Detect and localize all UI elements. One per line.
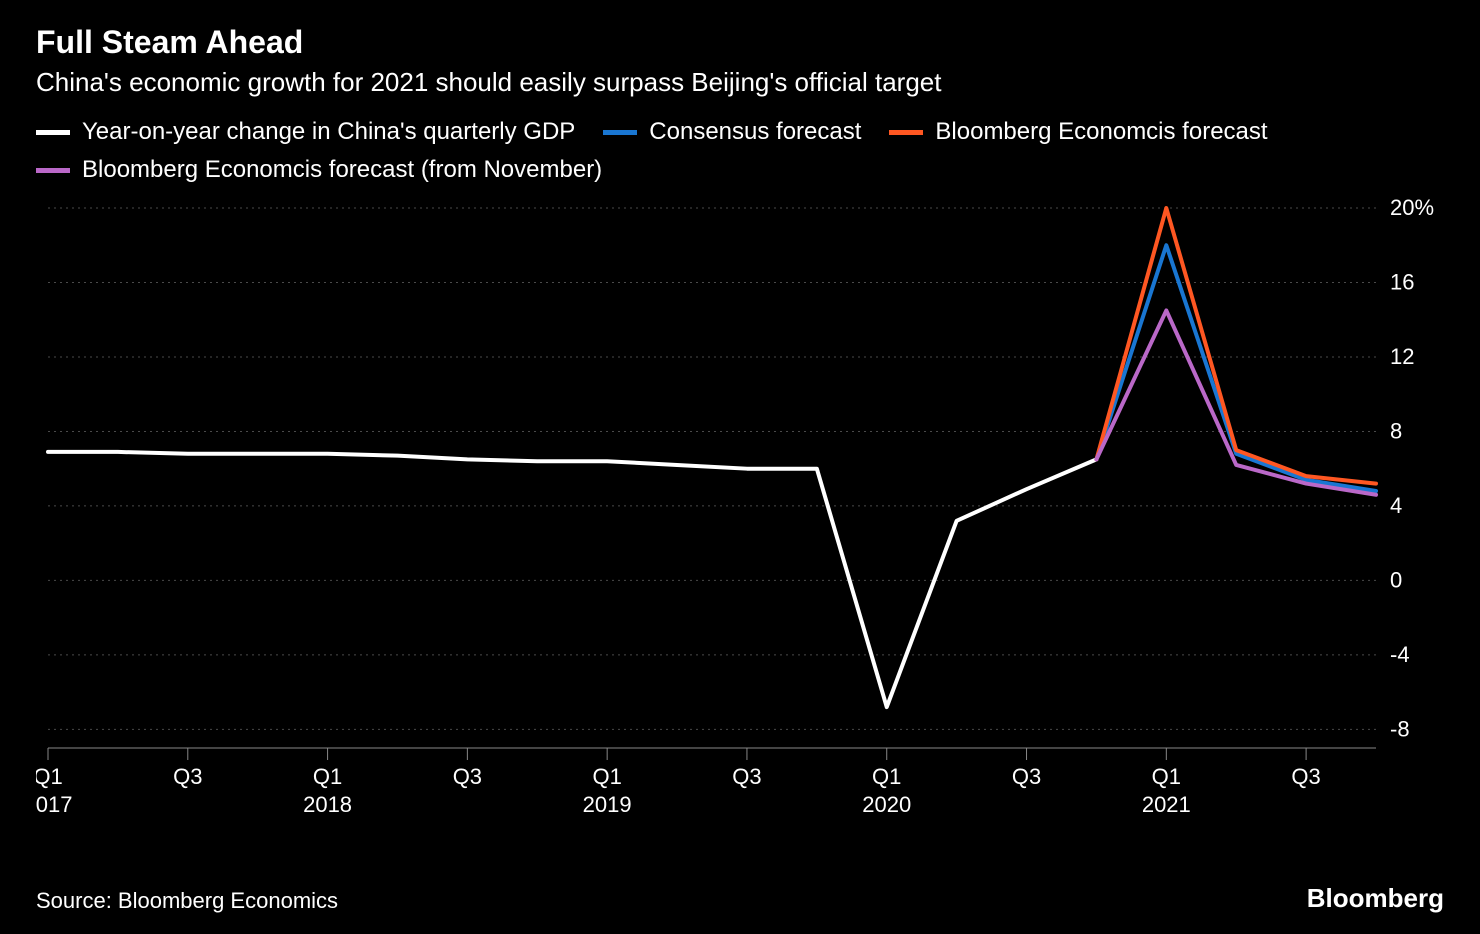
svg-text:-4: -4 xyxy=(1390,642,1410,667)
chart-title: Full Steam Ahead xyxy=(36,24,1444,61)
legend-item: Bloomberg Economcis forecast (from Novem… xyxy=(36,156,602,184)
series-line xyxy=(1096,208,1376,484)
svg-text:8: 8 xyxy=(1390,418,1402,443)
legend-label: Consensus forecast xyxy=(649,118,861,146)
source-text: Source: Bloomberg Economics xyxy=(36,888,338,914)
svg-text:Q1: Q1 xyxy=(313,764,342,789)
legend: Year-on-year change in China's quarterly… xyxy=(36,118,1416,184)
svg-text:Q1: Q1 xyxy=(36,764,63,789)
svg-text:Q1: Q1 xyxy=(1152,764,1181,789)
legend-item: Consensus forecast xyxy=(603,118,861,146)
legend-label: Bloomberg Economcis forecast xyxy=(935,118,1267,146)
svg-text:2017: 2017 xyxy=(36,792,72,817)
chart-subtitle: China's economic growth for 2021 should … xyxy=(36,67,1444,98)
svg-text:Q3: Q3 xyxy=(1012,764,1041,789)
svg-text:2018: 2018 xyxy=(303,792,352,817)
svg-text:Q3: Q3 xyxy=(453,764,482,789)
svg-text:Q1: Q1 xyxy=(592,764,621,789)
svg-text:0: 0 xyxy=(1390,567,1402,592)
series-line xyxy=(1096,310,1376,494)
legend-swatch xyxy=(36,130,70,135)
svg-text:12: 12 xyxy=(1390,344,1414,369)
legend-label: Year-on-year change in China's quarterly… xyxy=(82,118,575,146)
svg-text:Q3: Q3 xyxy=(1291,764,1320,789)
legend-item: Year-on-year change in China's quarterly… xyxy=(36,118,575,146)
brand-label: Bloomberg xyxy=(1307,883,1444,914)
svg-text:2021: 2021 xyxy=(1142,792,1191,817)
svg-text:Q1: Q1 xyxy=(872,764,901,789)
svg-text:4: 4 xyxy=(1390,493,1402,518)
legend-item: Bloomberg Economcis forecast xyxy=(889,118,1267,146)
svg-text:2020: 2020 xyxy=(862,792,911,817)
chart-area: -8 -4 0 4 8 12 16 20% Q1 2017 Q1 2018 Q1 2019 Q1 2020 Q1… xyxy=(36,198,1444,838)
legend-swatch xyxy=(889,130,923,135)
svg-text:-8: -8 xyxy=(1390,716,1410,741)
legend-swatch xyxy=(36,168,70,173)
line-chart: -8 -4 0 4 8 12 16 20% Q1 2017 Q1 2018 Q1 2019 Q1 2020 Q1… xyxy=(36,198,1444,838)
svg-text:16: 16 xyxy=(1390,269,1414,294)
series-line xyxy=(48,452,1096,707)
svg-text:Q3: Q3 xyxy=(732,764,761,789)
svg-text:20%: 20% xyxy=(1390,198,1434,220)
legend-swatch xyxy=(603,130,637,135)
legend-label: Bloomberg Economcis forecast (from Novem… xyxy=(82,156,602,184)
svg-text:Q3: Q3 xyxy=(173,764,202,789)
svg-text:2019: 2019 xyxy=(583,792,632,817)
